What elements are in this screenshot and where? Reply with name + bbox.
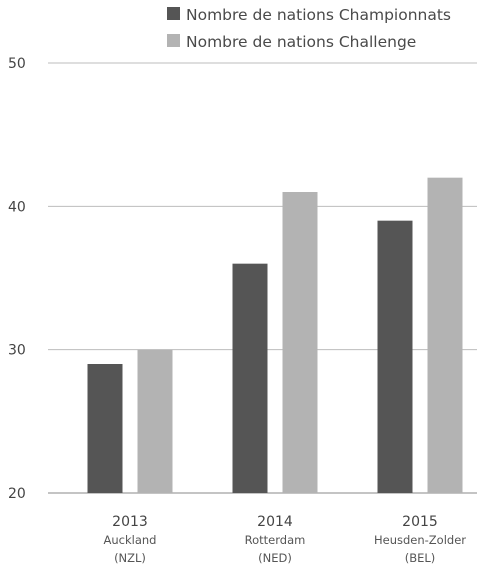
- bar-championnats-2014: [232, 263, 268, 493]
- x-category-city: Rotterdam: [245, 533, 306, 547]
- bars: [87, 177, 463, 493]
- x-category-country: (BEL): [405, 551, 436, 565]
- bar-challenge-2014: [282, 192, 318, 493]
- x-category-year: 2015: [402, 514, 438, 530]
- x-category-country: (NED): [258, 551, 292, 565]
- y-axis-ticks: 20 30 40 50: [8, 56, 26, 502]
- x-category-year: 2013: [112, 514, 148, 530]
- legend-swatch: [167, 7, 180, 20]
- x-category-year: 2014: [257, 514, 293, 530]
- y-tick-label: 30: [8, 343, 26, 359]
- x-axis-categories: 2013 Auckland (NZL) 2014 Rotterdam (NED) 2015 H…: [104, 514, 467, 565]
- legend-swatch: [167, 34, 180, 47]
- legend: Nombre de nations Championnats Nombre de …: [167, 6, 451, 51]
- bar-championnats-2015: [377, 220, 413, 493]
- bar-championnats-2013: [87, 364, 123, 493]
- x-category-city: Auckland: [104, 533, 157, 547]
- bar-challenge-2015: [427, 177, 463, 493]
- bar-challenge-2013: [137, 349, 173, 493]
- x-category-city: Heusden-Zolder: [374, 533, 466, 547]
- y-tick-label: 50: [8, 56, 26, 72]
- y-tick-label: 20: [8, 486, 26, 502]
- legend-label: Nombre de nations Championnats: [186, 6, 451, 24]
- legend-label: Nombre de nations Challenge: [186, 33, 416, 51]
- y-tick-label: 40: [8, 199, 26, 215]
- x-category-country: (NZL): [114, 551, 146, 565]
